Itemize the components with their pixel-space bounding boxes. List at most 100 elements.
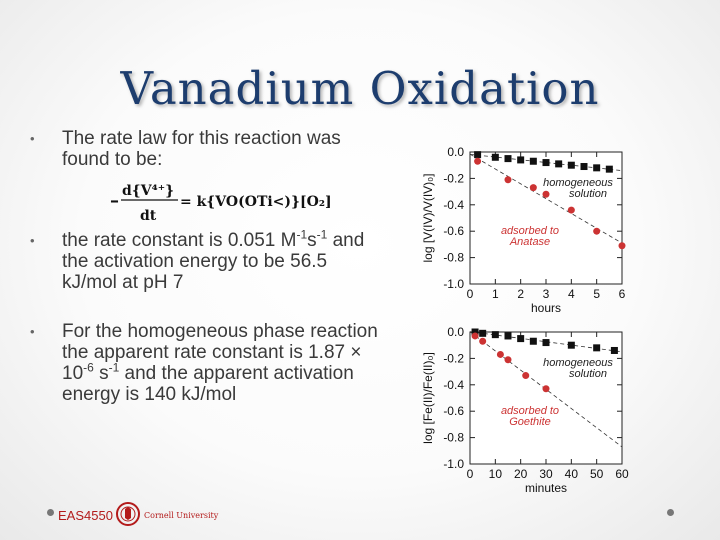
data-point-circle	[474, 157, 482, 165]
y-tick-label: -0.6	[443, 224, 464, 238]
y-tick-label: -0.2	[443, 351, 464, 365]
data-point-square	[605, 165, 613, 173]
data-point-square	[474, 151, 482, 159]
data-point-circle	[618, 242, 626, 250]
bullet-rate-constant: • the rate constant is 0.051 M-1s-1 and …	[30, 227, 382, 293]
x-tick-label: 20	[514, 467, 528, 481]
x-axis-label: hours	[531, 301, 561, 315]
data-point-square	[517, 156, 525, 164]
data-point-square	[542, 159, 550, 167]
bullet-marker: •	[30, 233, 35, 248]
course-code: EAS4550	[58, 508, 113, 523]
footer-dot-right	[667, 509, 674, 516]
chart-iron-plot: 0.0 -0.2 -0.4 -0.6 -0.8 -1.00 10 20 30 40 50 60 minu…	[421, 325, 629, 495]
annotation-line2: solution	[569, 368, 607, 380]
data-point-square	[471, 328, 479, 336]
data-point-square	[593, 344, 601, 352]
annotation-line1: homogeneous	[543, 177, 613, 189]
equation-minus: –	[110, 190, 119, 211]
bullet-sup: -1	[316, 227, 328, 242]
x-tick-label: 0	[467, 287, 474, 301]
footer: EAS4550 Cornell University	[0, 496, 720, 536]
x-tick-label: 60	[615, 467, 629, 481]
data-point-circle	[496, 350, 504, 358]
y-tick-label: -1.0	[443, 457, 464, 471]
bullet-rate-law-text: The rate law for this reaction was found…	[62, 128, 341, 170]
data-point-circle	[542, 190, 550, 198]
plot-frame	[469, 151, 623, 285]
annotation-line1: homogeneous	[543, 357, 613, 369]
university-name: Cornell University	[144, 511, 219, 520]
data-point-square	[610, 346, 618, 354]
x-tick-label: 10	[489, 467, 503, 481]
bullet-sup: -6	[83, 360, 94, 375]
y-axis-label: log [Fe(II)/Fe(II)₀]	[421, 352, 435, 444]
footer-logo-bar: EAS4550 Cornell University	[58, 502, 219, 526]
data-point-circle	[471, 332, 479, 340]
x-tick-label: 5	[593, 287, 600, 301]
data-point-square	[491, 331, 499, 339]
x-tick-label: 0	[467, 467, 474, 481]
data-point-square	[555, 160, 563, 168]
bullet-text: and the apparent activation energy is 14…	[62, 363, 354, 405]
x-tick-label: 4	[568, 287, 575, 301]
bullet-marker: •	[30, 131, 35, 146]
x-tick-label: 2	[517, 287, 524, 301]
y-tick-label: 0.0	[447, 325, 464, 339]
annotation-line1: adsorbed to	[501, 405, 559, 417]
data-point-square	[580, 163, 588, 171]
data-point-circle	[522, 372, 530, 380]
equation-denominator: dt	[140, 208, 157, 224]
annotation-line1: adsorbed to	[501, 225, 559, 237]
x-axis-label: minutes	[525, 481, 567, 495]
y-tick-label: -0.4	[443, 378, 464, 392]
data-point-square	[504, 332, 512, 340]
data-point-circle	[504, 356, 512, 364]
bullet-text: s	[307, 230, 317, 251]
annotation-line2: solution	[569, 188, 607, 200]
plot-frame	[469, 331, 623, 465]
data-point-circle	[567, 206, 575, 214]
y-tick-label: -1.0	[443, 277, 464, 291]
x-tick-label: 30	[539, 467, 553, 481]
y-tick-label: -0.2	[443, 171, 464, 185]
equation-numerator: d{V⁴⁺}	[122, 183, 174, 199]
data-point-square	[479, 329, 487, 337]
x-tick-label: 50	[590, 467, 604, 481]
equation-rhs: = k{VO(OTi<)}[O₂]	[180, 194, 332, 210]
chart-vanadium: 0.0 -0.2 -0.4 -0.6 -0.8 -1.00 1 2 3 4 5 6 hours log […	[421, 145, 626, 315]
cornell-seal-icon	[116, 502, 140, 526]
y-tick-label: -0.8	[443, 251, 464, 265]
chart-iron: 0.0 -0.2 -0.4 -0.6 -0.8 -1.00 10 20 30 40 50 60 minu…	[421, 325, 629, 495]
rate-law-equation: – d{V⁴⁺} dt = k{VO(OTi<)}[O₂]	[108, 178, 338, 231]
data-point-square	[567, 161, 575, 169]
data-point-square	[504, 155, 512, 163]
x-tick-label: 1	[492, 287, 499, 301]
bullet-homogeneous: • For the homogeneous phase reaction the…	[30, 321, 382, 405]
bullet-rate-law: • The rate law for this reaction was fou…	[30, 128, 392, 170]
data-point-circle	[529, 184, 537, 192]
data-point-square	[567, 341, 575, 349]
bullet-sup: -1	[108, 360, 120, 375]
y-tick-label: -0.8	[443, 431, 464, 445]
data-point-circle	[479, 337, 487, 345]
chart-vanadium-plot: 0.0 -0.2 -0.4 -0.6 -0.8 -1.00 1 2 3 4 5 6 hours log […	[421, 145, 626, 315]
data-point-square	[517, 335, 525, 343]
data-point-circle	[593, 227, 601, 235]
bullet-text: For the homogeneous phase reaction the a…	[62, 321, 378, 384]
annotation-line2: Goethite	[509, 416, 551, 428]
data-point-square	[529, 337, 537, 345]
annotation-line2: Anatase	[509, 236, 550, 248]
bullet-marker: •	[30, 324, 35, 339]
data-point-square	[542, 339, 550, 347]
bullet-text: and the activation energy to be 56.5 kJ/…	[62, 230, 365, 293]
footer-dot-left	[47, 509, 54, 516]
data-point-circle	[542, 385, 550, 393]
y-tick-label: -0.6	[443, 404, 464, 418]
data-point-square	[529, 157, 537, 165]
y-tick-label: -0.4	[443, 198, 464, 212]
y-axis-label: log [V(IV)/V(IV)₀]	[421, 174, 435, 263]
data-point-circle	[504, 176, 512, 184]
bullet-text: the rate constant is 0.051 M	[62, 230, 297, 251]
bullet-text: s	[93, 363, 109, 384]
